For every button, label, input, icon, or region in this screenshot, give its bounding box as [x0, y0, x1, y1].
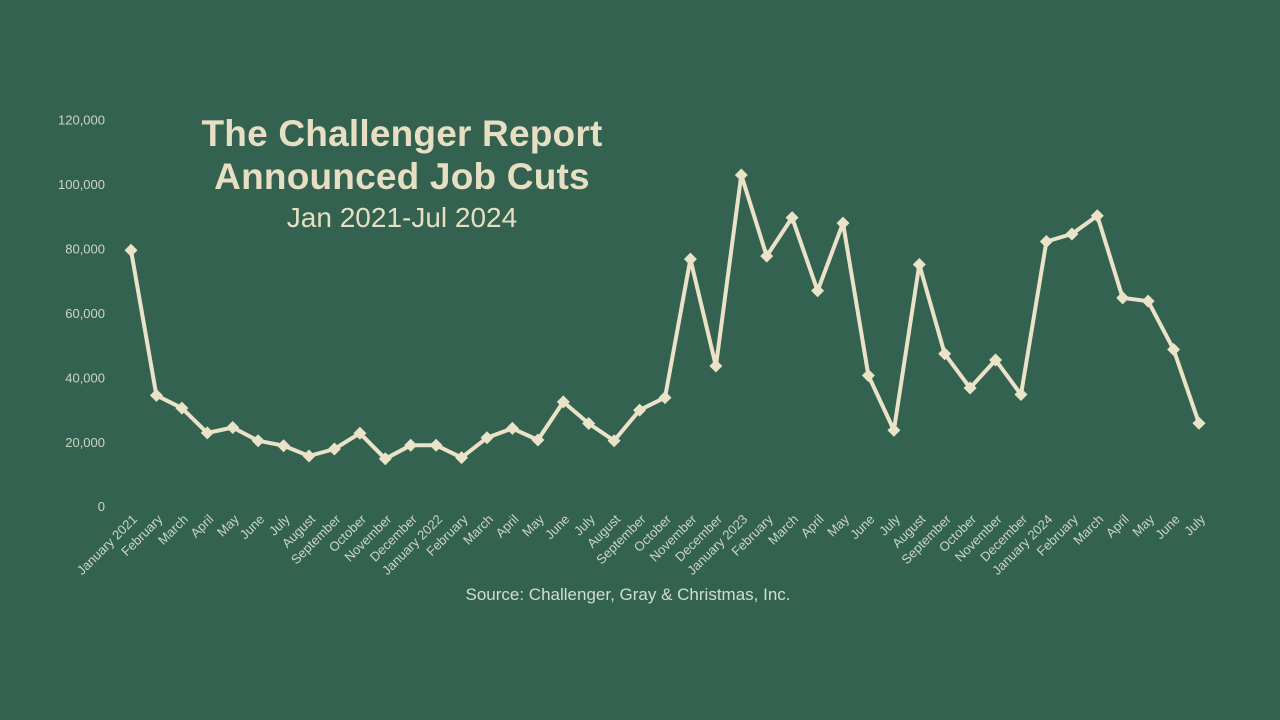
data-point-marker: [251, 434, 265, 448]
data-point-marker: [505, 421, 519, 435]
data-point-marker: [1141, 294, 1155, 308]
x-axis-tick-label: June: [847, 512, 878, 543]
x-axis-tick-label: July: [1181, 511, 1208, 538]
data-point-marker: [277, 439, 291, 453]
y-axis-tick-label: 120,000: [58, 113, 105, 128]
data-point-marker: [455, 451, 469, 465]
y-axis-tick-label: 60,000: [65, 306, 105, 321]
chart-title-line2: Announced Job Cuts: [214, 156, 590, 197]
data-point-marker: [429, 438, 443, 452]
data-point-marker: [480, 431, 494, 445]
x-axis-tick-label: May: [1129, 511, 1157, 539]
data-point-marker: [734, 168, 748, 182]
x-axis-tick-label: April: [1103, 511, 1132, 540]
data-point-marker: [887, 423, 901, 437]
y-axis-tick-label: 20,000: [65, 435, 105, 450]
source-caption: Source: Challenger, Gray & Christmas, In…: [465, 585, 791, 604]
chart-subtitle: Jan 2021-Jul 2024: [286, 202, 518, 233]
data-point-marker: [582, 417, 596, 430]
data-point-marker: [1192, 416, 1206, 430]
data-point-marker: [531, 433, 545, 447]
data-point-marker: [607, 434, 621, 448]
data-point-marker: [1167, 343, 1181, 356]
data-point-marker: [938, 347, 952, 361]
data-point-marker: [1039, 235, 1053, 248]
data-point-marker: [149, 388, 163, 402]
x-axis-tick-label: June: [237, 512, 268, 543]
data-point-marker: [811, 284, 825, 298]
data-point-marker: [861, 369, 875, 382]
data-point-marker: [302, 449, 316, 463]
data-point-marker: [633, 403, 647, 417]
data-point-marker: [1090, 209, 1104, 223]
data-point-marker: [327, 442, 341, 456]
x-axis-tick-label: May: [214, 511, 242, 539]
x-axis-tick-label: June: [542, 512, 573, 543]
chart-title-block: The Challenger Report Announced Job Cuts…: [2, 112, 802, 237]
data-point-marker: [785, 211, 799, 225]
y-axis-tick-label: 40,000: [65, 370, 105, 385]
data-point-marker: [175, 401, 189, 415]
y-axis-tick-label: 0: [98, 499, 105, 514]
x-axis-tick-label: April: [493, 511, 522, 540]
data-point-marker: [1065, 227, 1079, 241]
data-point-marker: [378, 452, 392, 466]
data-point-marker: [1116, 291, 1130, 305]
data-point-marker: [124, 243, 138, 257]
data-point-marker: [556, 395, 570, 409]
y-axis-tick-label: 100,000: [58, 177, 105, 192]
data-point-marker: [226, 421, 240, 434]
x-axis-tick-label: June: [1152, 512, 1183, 543]
data-point-marker: [709, 359, 723, 373]
x-axis-tick-label: May: [519, 511, 547, 539]
chart-title-line1: The Challenger Report: [201, 113, 603, 154]
data-point-marker: [353, 426, 367, 440]
x-axis-tick-label: April: [798, 511, 827, 540]
y-axis-tick-label: 80,000: [65, 241, 105, 256]
data-point-marker: [760, 249, 774, 263]
data-point-marker: [683, 252, 697, 266]
data-point-marker: [658, 391, 672, 405]
data-point-marker: [836, 216, 850, 230]
data-point-marker: [989, 353, 1003, 367]
x-axis-tick-label: April: [187, 511, 216, 540]
data-point-marker: [1014, 388, 1028, 401]
x-axis-tick-label: May: [824, 511, 852, 539]
data-point-marker: [912, 258, 926, 271]
data-point-marker: [200, 426, 214, 440]
data-point-marker: [963, 381, 977, 395]
data-point-marker: [404, 438, 418, 452]
